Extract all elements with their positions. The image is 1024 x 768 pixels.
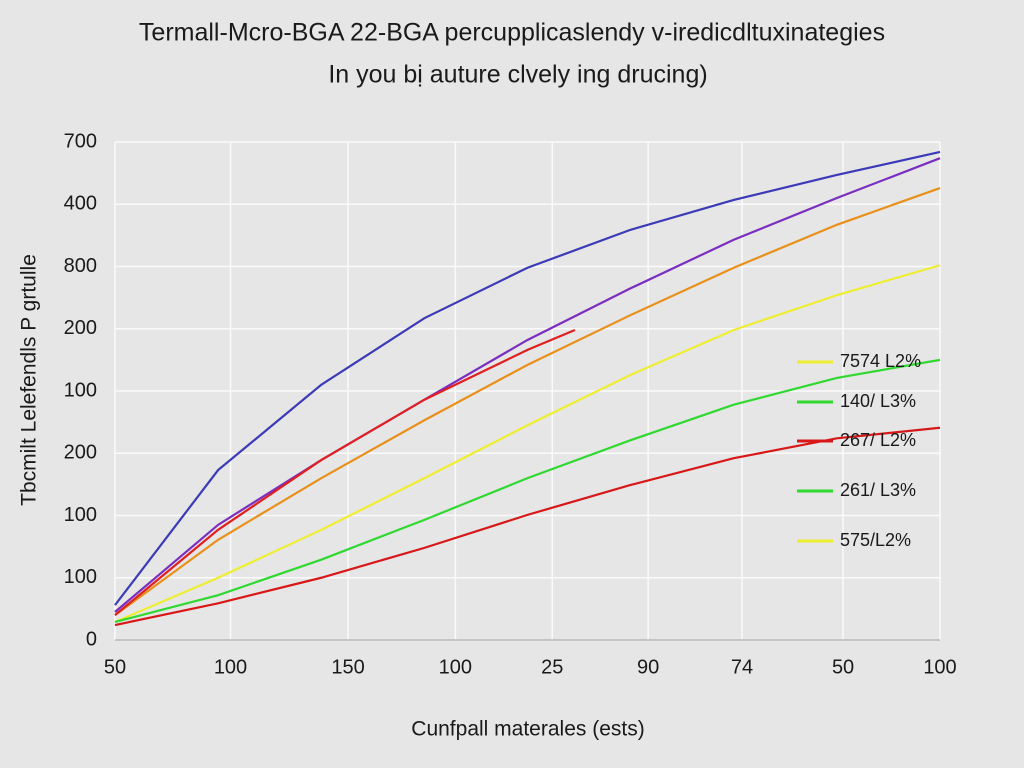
- x-axis-label: Cunfpall materales (ests): [411, 718, 644, 741]
- legend-label: 575/L2%: [840, 530, 911, 550]
- chart-title: Termall-Mcro-BGA 22-BGA percupplicaslend…: [139, 19, 885, 47]
- y-axis-label: Tbcmilt Lelefendls P grtulle: [18, 254, 41, 506]
- y-tick-label: 0: [86, 628, 97, 650]
- line-series: [114, 426, 941, 627]
- y-tick-label: 200: [64, 317, 97, 339]
- x-tick-label: 25: [541, 656, 563, 678]
- y-tick-label: 800: [64, 255, 97, 277]
- y-tick-label: 400: [64, 193, 97, 215]
- line-series: [114, 264, 941, 623]
- y-tick-label: 100: [64, 379, 97, 401]
- y-tick-label: 100: [64, 566, 97, 588]
- x-tick-label: 50: [832, 656, 854, 678]
- y-tick-label: 700: [64, 130, 97, 152]
- x-tick-label: 100: [923, 656, 956, 678]
- legend-label: 267/ L2%: [840, 430, 916, 450]
- legend-label: 140/ L3%: [840, 391, 916, 411]
- x-tick-label: 90: [637, 656, 659, 678]
- y-tick-label: 100: [64, 504, 97, 526]
- x-tick-label: 150: [331, 656, 364, 678]
- legend-label: 7574 L2%: [840, 351, 921, 371]
- x-tick-label: 100: [439, 656, 472, 678]
- line-series: [114, 157, 941, 613]
- line-series: [114, 328, 576, 616]
- legend-label: 261/ L3%: [840, 480, 916, 500]
- x-tick-label: 50: [104, 656, 126, 678]
- line-series: [114, 150, 941, 606]
- line-series: [114, 358, 941, 624]
- chart-subtitle: In you bị auture clvely ing drucing): [328, 61, 707, 89]
- line-series: [114, 187, 941, 616]
- x-tick-label: 74: [731, 656, 753, 678]
- x-tick-label: 100: [214, 656, 247, 678]
- y-tick-label: 200: [64, 442, 97, 464]
